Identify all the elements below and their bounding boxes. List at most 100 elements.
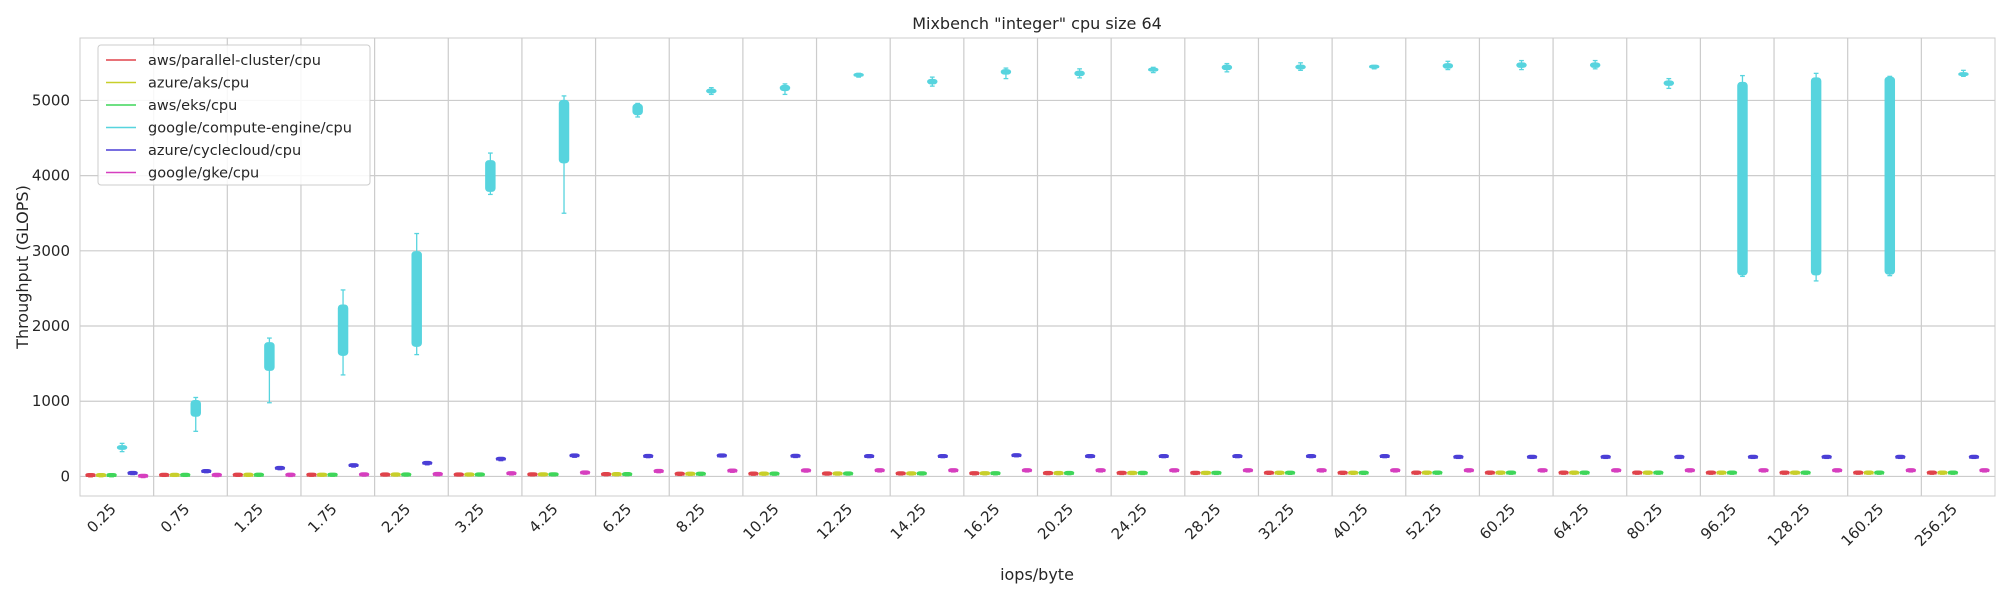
box-3-10 [853,72,864,78]
box-5-3 [358,472,370,477]
box-3-13 [1074,68,1085,79]
box-0-1 [158,472,170,478]
box-2-8 [695,471,707,477]
box-4-18 [1453,454,1464,460]
box-3-24 [1884,75,1896,277]
box-4-12 [1011,453,1022,458]
box-5-16 [1316,468,1327,473]
box-3-1 [190,396,201,432]
box-3-7 [632,102,643,118]
legend-frame [97,44,371,186]
box-2-6 [548,472,559,477]
box-3-9 [779,83,791,96]
box-4-6 [569,453,580,458]
box-2-19 [1505,470,1517,475]
box-3-18 [1442,60,1454,71]
box-1-10 [832,471,843,476]
box-5-5 [506,471,517,476]
box-2-20 [1579,470,1590,475]
box-3-16 [1295,62,1306,71]
box-5-23 [1831,468,1843,473]
box-5-15 [1242,468,1254,473]
box-3-4 [411,232,422,356]
box-5-18 [1463,468,1475,473]
box-4-23 [1821,454,1832,460]
box-3-3 [337,289,349,376]
box-0-7 [600,471,612,477]
box-4-17 [1379,453,1390,459]
box-3-21 [1663,77,1675,90]
box-2-3 [327,472,338,477]
box-0-9 [748,471,759,476]
box-1-8 [685,471,696,477]
y-axis-ticks: 0 1000 2000 3000 4000 5000 [32,91,70,485]
box-4-25 [1968,454,1980,460]
box-0-12 [969,471,980,476]
box-0-19 [1484,470,1496,475]
box-5-4 [432,471,443,477]
box-1-14 [1126,470,1138,476]
box-0-22 [1705,470,1717,475]
box-3-6 [558,95,570,214]
y-tick-label: 0 [60,467,70,485]
box-0-3 [306,472,317,477]
box-3-14 [1148,66,1159,74]
box-4-0 [127,470,138,476]
box-0-13 [1042,470,1054,476]
box-4-2 [274,465,286,471]
series-4 [127,453,1980,476]
y-tick-label: 4000 [32,167,70,185]
box-1-13 [1053,470,1064,476]
legend: aws/parallel-cluster/cpu azure/aks/cpu aws… [97,44,371,186]
box-4-8 [716,453,728,458]
box-0-4 [379,472,391,477]
box-1-4 [390,472,401,477]
box-3-2 [264,337,275,404]
y-tick-label: 3000 [32,242,70,260]
box-1-5 [464,472,475,477]
box-2-17 [1358,470,1369,475]
box-4-9 [790,453,801,459]
box-0-17 [1337,470,1348,475]
legend-label: google/compute-engine/cpu [148,121,352,137]
box-5-8 [727,468,738,473]
y-tick-label: 1000 [32,392,70,410]
box-0-16 [1263,470,1275,475]
box-1-1 [169,472,180,478]
y-tick-label: 5000 [32,91,70,109]
box-1-24 [1863,470,1874,475]
box-2-7 [621,471,633,477]
box-5-2 [285,472,296,478]
box-1-7 [611,471,622,477]
box-3-25 [1958,69,1969,78]
box-body [264,342,275,371]
box-5-11 [948,468,959,473]
box-5-10 [874,468,885,473]
box-4-24 [1895,454,1906,460]
box-1-17 [1347,470,1359,475]
box-2-0 [106,472,117,478]
box-3-23 [1810,72,1822,282]
box-5-21 [1684,468,1696,473]
box-0-10 [821,471,833,476]
box-5-19 [1537,468,1548,473]
box-3-17 [1368,64,1380,70]
box-4-20 [1600,454,1611,460]
box-4-11 [937,453,949,459]
box-body [558,99,570,164]
legend-label: google/gke/cpu [148,166,259,182]
box-5-22 [1758,468,1769,473]
series-2 [106,470,1959,478]
box-5-12 [1021,468,1033,473]
box-1-16 [1274,470,1285,475]
box-0-8 [674,471,685,477]
box-1-9 [758,471,770,476]
box-2-16 [1284,470,1296,475]
box-series [85,59,1990,479]
box-2-13 [1063,470,1075,476]
series-1 [95,470,1948,478]
box-3-11 [927,76,938,87]
box-0-0 [85,472,96,478]
